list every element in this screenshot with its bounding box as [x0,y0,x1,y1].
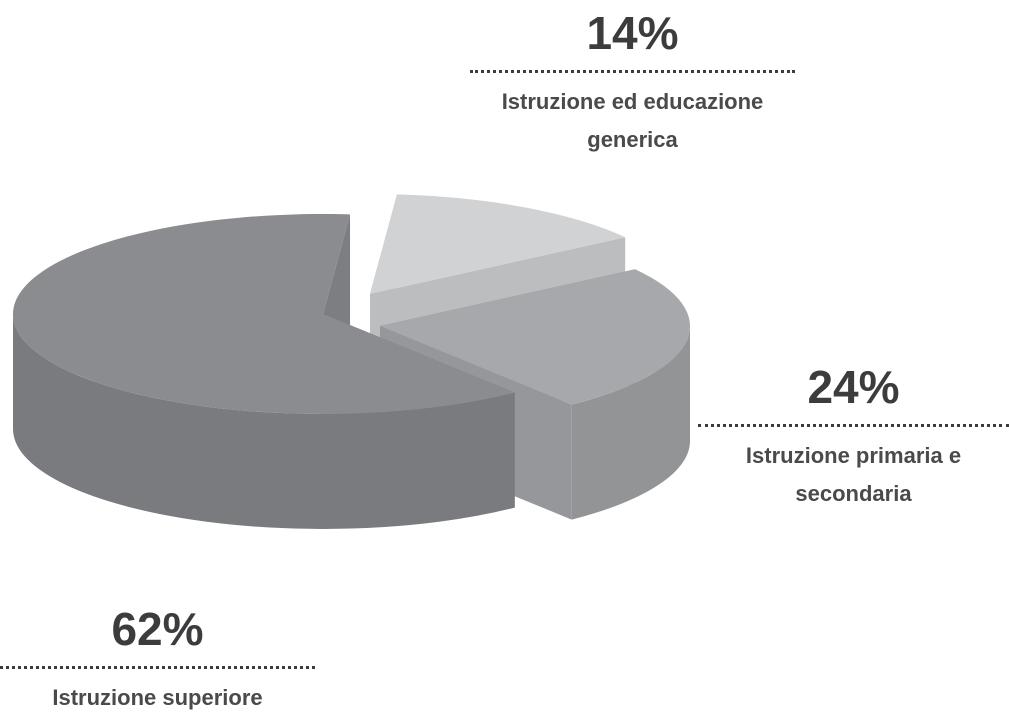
slice [370,194,626,294]
value-label: 14% [586,7,679,59]
separator [0,666,315,669]
slice [380,269,690,405]
label-group: 14% Istruzione ed educazione generica [470,8,795,159]
label-group: 62% Istruzione superiore [0,604,315,717]
slice [12,214,515,414]
value-label: 62% [111,603,204,655]
value-label: 24% [807,361,900,413]
slice-side [13,314,515,529]
category-label: Istruzione ed educazione generica [501,89,764,152]
label-group: 24% Istruzione primaria e secondaria [698,362,1009,513]
category-label: Istruzione primaria e secondaria [745,443,962,506]
separator [470,70,795,73]
separator [698,424,1009,427]
slice-side [571,326,690,520]
category-label: Istruzione superiore [52,685,263,710]
